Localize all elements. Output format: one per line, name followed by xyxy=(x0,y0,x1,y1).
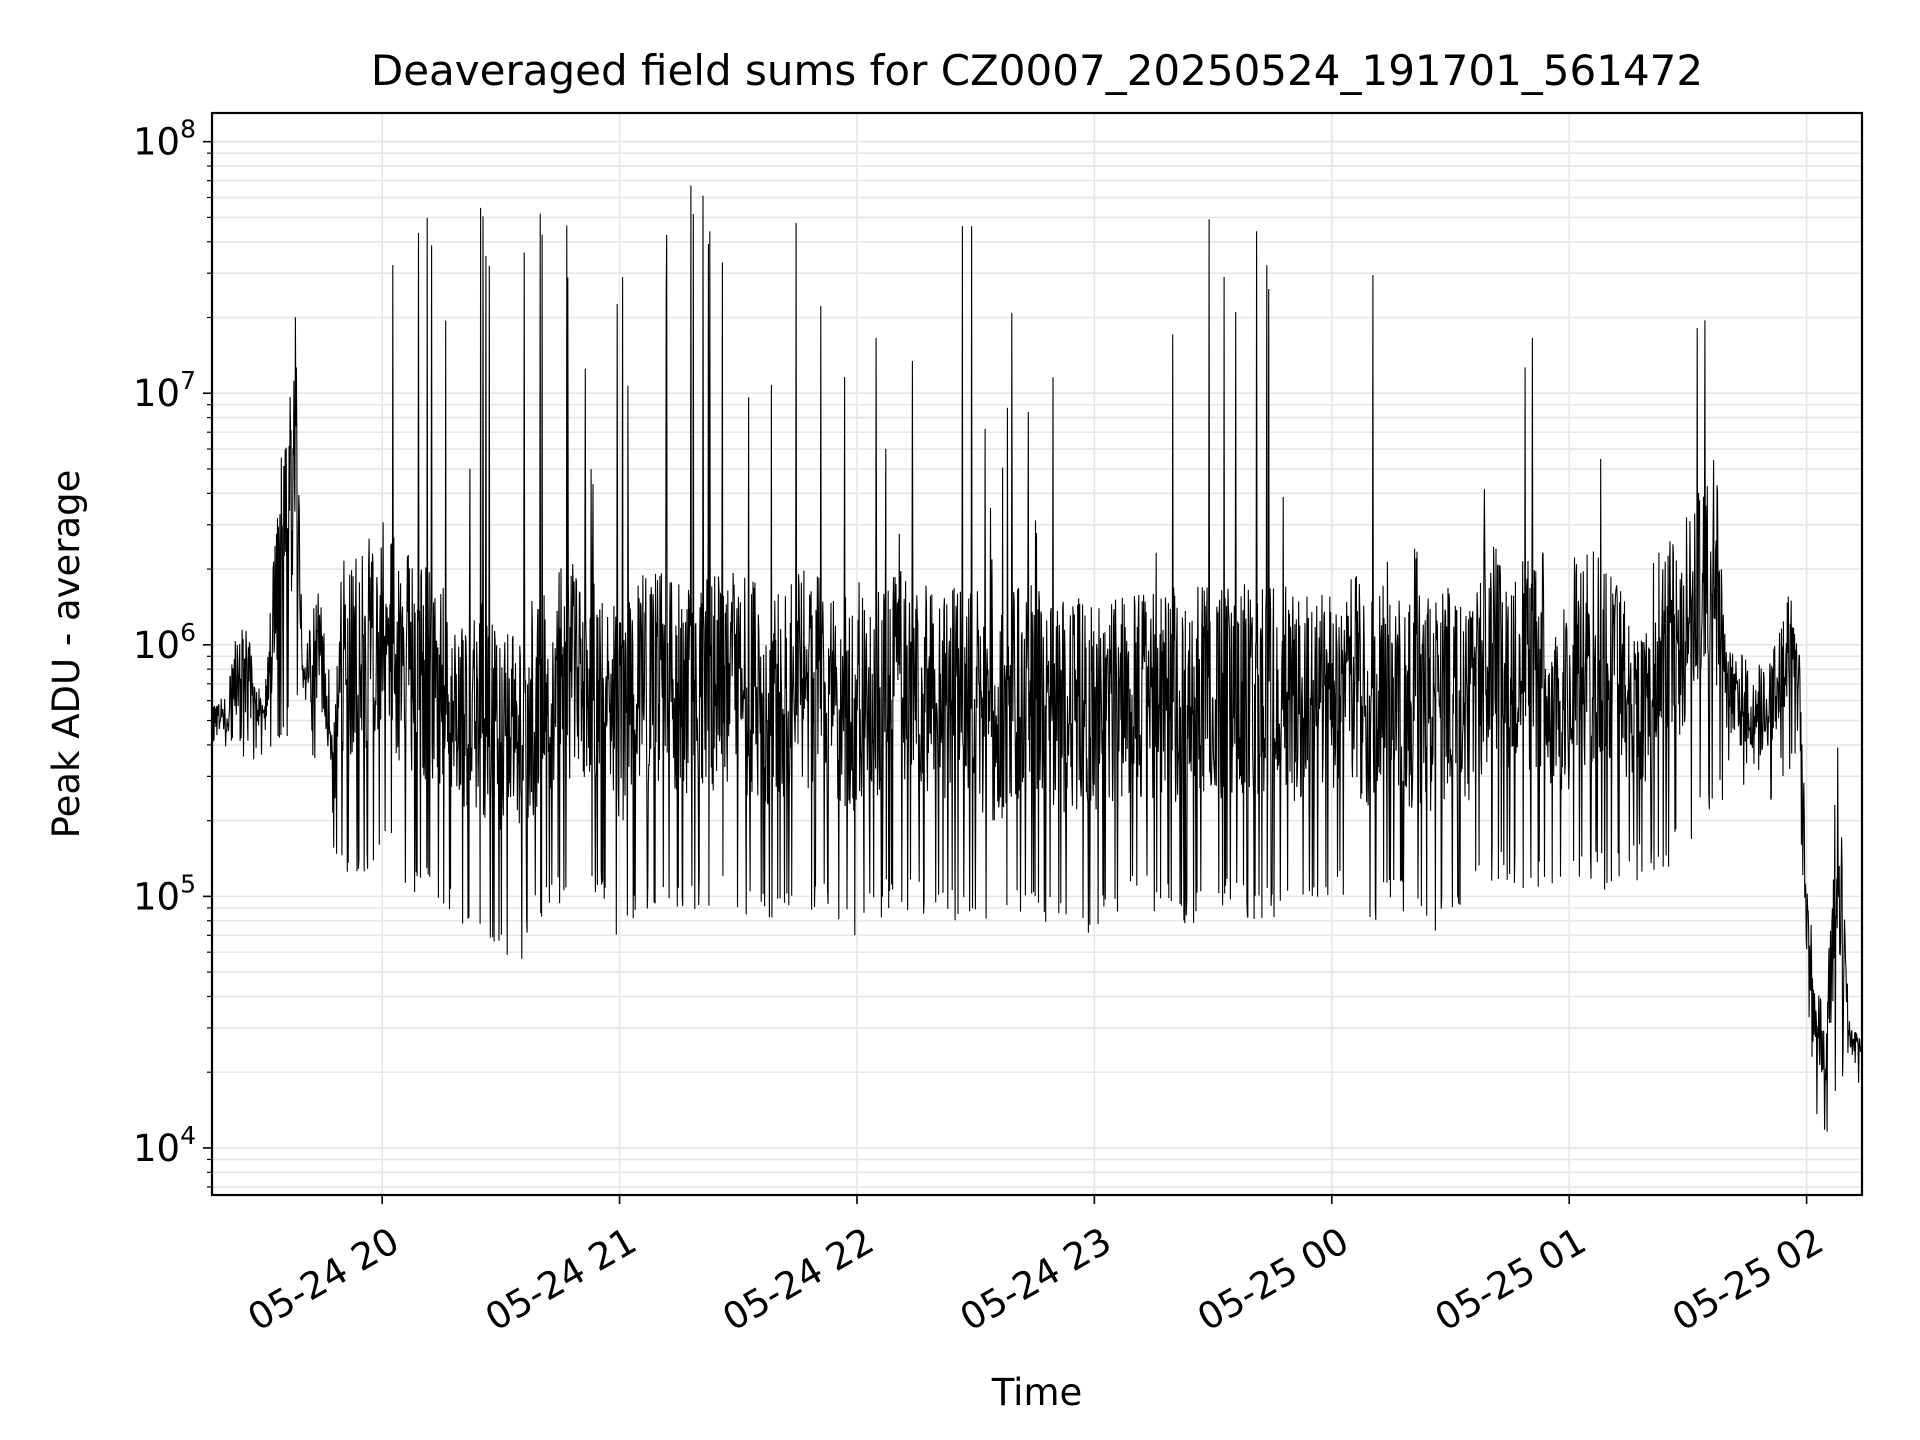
y-tick-label: 108 xyxy=(133,115,196,164)
y-tick-label: 106 xyxy=(133,618,196,667)
y-tick-label: 105 xyxy=(133,869,196,918)
chart-title: Deaveraged field sums for CZ0007_2025052… xyxy=(371,46,1703,95)
y-tick-label: 104 xyxy=(133,1121,196,1170)
series-layer xyxy=(212,185,1862,1132)
x-axis-label: Time xyxy=(991,1371,1083,1414)
y-tick-label: 107 xyxy=(133,366,196,415)
y-axis-ticks: 104 105 106 107 108 xyxy=(133,115,212,1188)
plot-frame xyxy=(210,111,1864,1197)
series-line xyxy=(212,185,1862,1132)
y-axis-label: Peak ADU - average xyxy=(45,470,88,839)
